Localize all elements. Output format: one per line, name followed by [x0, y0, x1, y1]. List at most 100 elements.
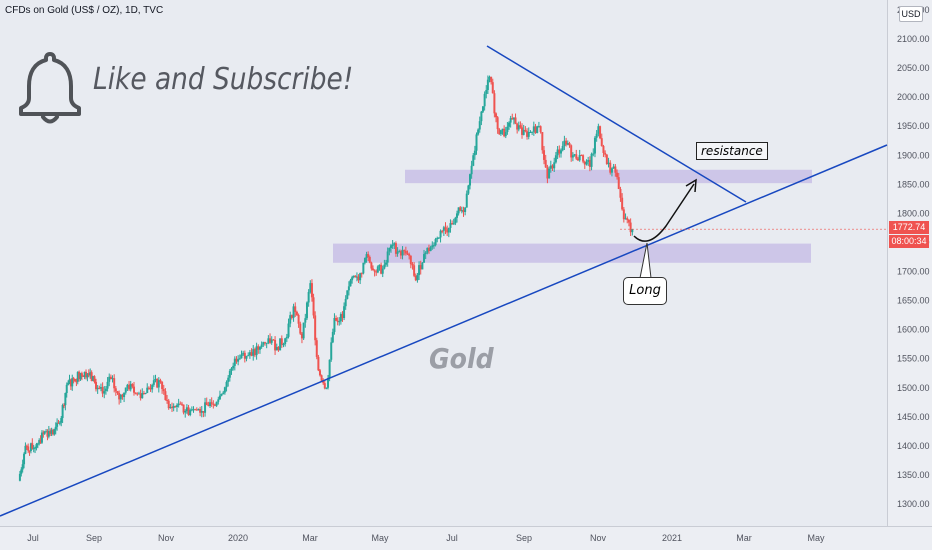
candle-body	[385, 262, 388, 265]
candle-body	[460, 210, 463, 212]
price-tick-label: 1400.00	[897, 441, 930, 451]
candle-body	[517, 125, 520, 130]
candle-body	[558, 149, 561, 154]
candle-body	[194, 409, 197, 411]
time-tick-label: Mar	[302, 533, 318, 543]
candle-body	[45, 431, 48, 433]
resistance-zone	[405, 169, 812, 184]
candle-body	[227, 377, 230, 382]
candle-body	[76, 371, 79, 382]
candle-body	[617, 177, 620, 190]
candle-body	[406, 253, 409, 255]
candle-body	[419, 265, 422, 270]
candle-body	[498, 129, 501, 135]
candle-body	[86, 373, 89, 378]
candle-body	[209, 402, 212, 407]
candle-body	[394, 243, 397, 254]
candle-body	[604, 152, 607, 155]
candle-body	[284, 338, 287, 345]
candle-body	[631, 229, 634, 233]
candle-body	[310, 283, 313, 298]
candle-body	[104, 388, 107, 392]
candle-body	[478, 121, 481, 130]
candle-body	[220, 393, 223, 396]
candle-body	[242, 352, 245, 355]
candle-body	[61, 405, 64, 419]
candle-body	[27, 446, 30, 451]
candle-body	[28, 450, 31, 452]
candle-body	[522, 129, 525, 135]
candle-body	[294, 306, 297, 312]
candle-body	[485, 89, 488, 94]
candle-body	[469, 174, 471, 186]
candle-body	[619, 189, 622, 198]
candle-body	[351, 277, 354, 281]
candle-body	[147, 387, 150, 389]
candle-body	[177, 403, 180, 406]
candle-body	[307, 292, 310, 303]
candle-body	[180, 403, 183, 405]
candle-body	[279, 338, 282, 351]
candle-body	[571, 155, 574, 158]
candle-body	[521, 127, 524, 135]
candle-body	[205, 402, 208, 406]
candle-body	[92, 376, 95, 381]
price-tick-label: 2000.00	[897, 92, 930, 102]
candle-body	[367, 254, 370, 257]
candle-body	[18, 473, 21, 481]
candle-body	[95, 381, 98, 390]
candle-body	[506, 126, 509, 132]
price-tick-label: 1850.00	[897, 179, 930, 189]
candle-body	[477, 129, 480, 135]
candle-body	[496, 117, 499, 130]
support-zone	[333, 243, 811, 263]
candle-body	[232, 365, 235, 369]
candle-body	[225, 381, 228, 388]
candle-body	[54, 426, 57, 430]
time-tick-label: Nov	[590, 533, 607, 543]
currency-badge[interactable]: USD	[899, 6, 923, 22]
time-tick-label: Mar	[736, 533, 752, 543]
candle-body	[269, 338, 272, 343]
candle-body	[470, 165, 473, 175]
candle-body	[134, 392, 137, 394]
candle-body	[404, 250, 407, 254]
candle-body	[131, 384, 134, 387]
candle-body	[509, 118, 512, 123]
candle-body	[36, 443, 39, 445]
candle-body	[47, 430, 50, 437]
candle-body	[343, 306, 346, 318]
candle-body	[245, 355, 248, 359]
candle-body	[82, 376, 85, 378]
candle-body	[413, 265, 416, 276]
candle-body	[230, 368, 233, 371]
candle-body	[370, 262, 373, 269]
candle-body	[99, 387, 102, 389]
candle-body	[493, 93, 496, 114]
candle-body	[355, 276, 358, 278]
candle-body	[315, 340, 318, 357]
candle-body	[341, 314, 344, 318]
candle-body	[464, 207, 467, 212]
candle-body	[376, 266, 379, 273]
candle-body	[35, 444, 38, 448]
candle-body	[323, 383, 326, 389]
candle-body	[527, 132, 530, 137]
candle-body	[514, 117, 517, 124]
candle-body	[295, 311, 298, 316]
candle-body	[349, 280, 352, 287]
candle-body	[338, 321, 341, 323]
candle-body	[429, 247, 432, 252]
candle-body	[309, 283, 312, 293]
candle-body	[260, 344, 263, 348]
candle-body	[300, 333, 303, 339]
candle-body	[166, 399, 169, 401]
candle-body	[434, 239, 437, 246]
candle-body	[235, 358, 238, 362]
gold-watermark: Gold	[429, 342, 494, 375]
candle-body	[446, 229, 449, 233]
symbol-header[interactable]: CFDs on Gold (US$ / OZ), 1D, TVC	[5, 5, 164, 16]
candle-body	[475, 134, 478, 151]
candle-body	[386, 251, 389, 263]
